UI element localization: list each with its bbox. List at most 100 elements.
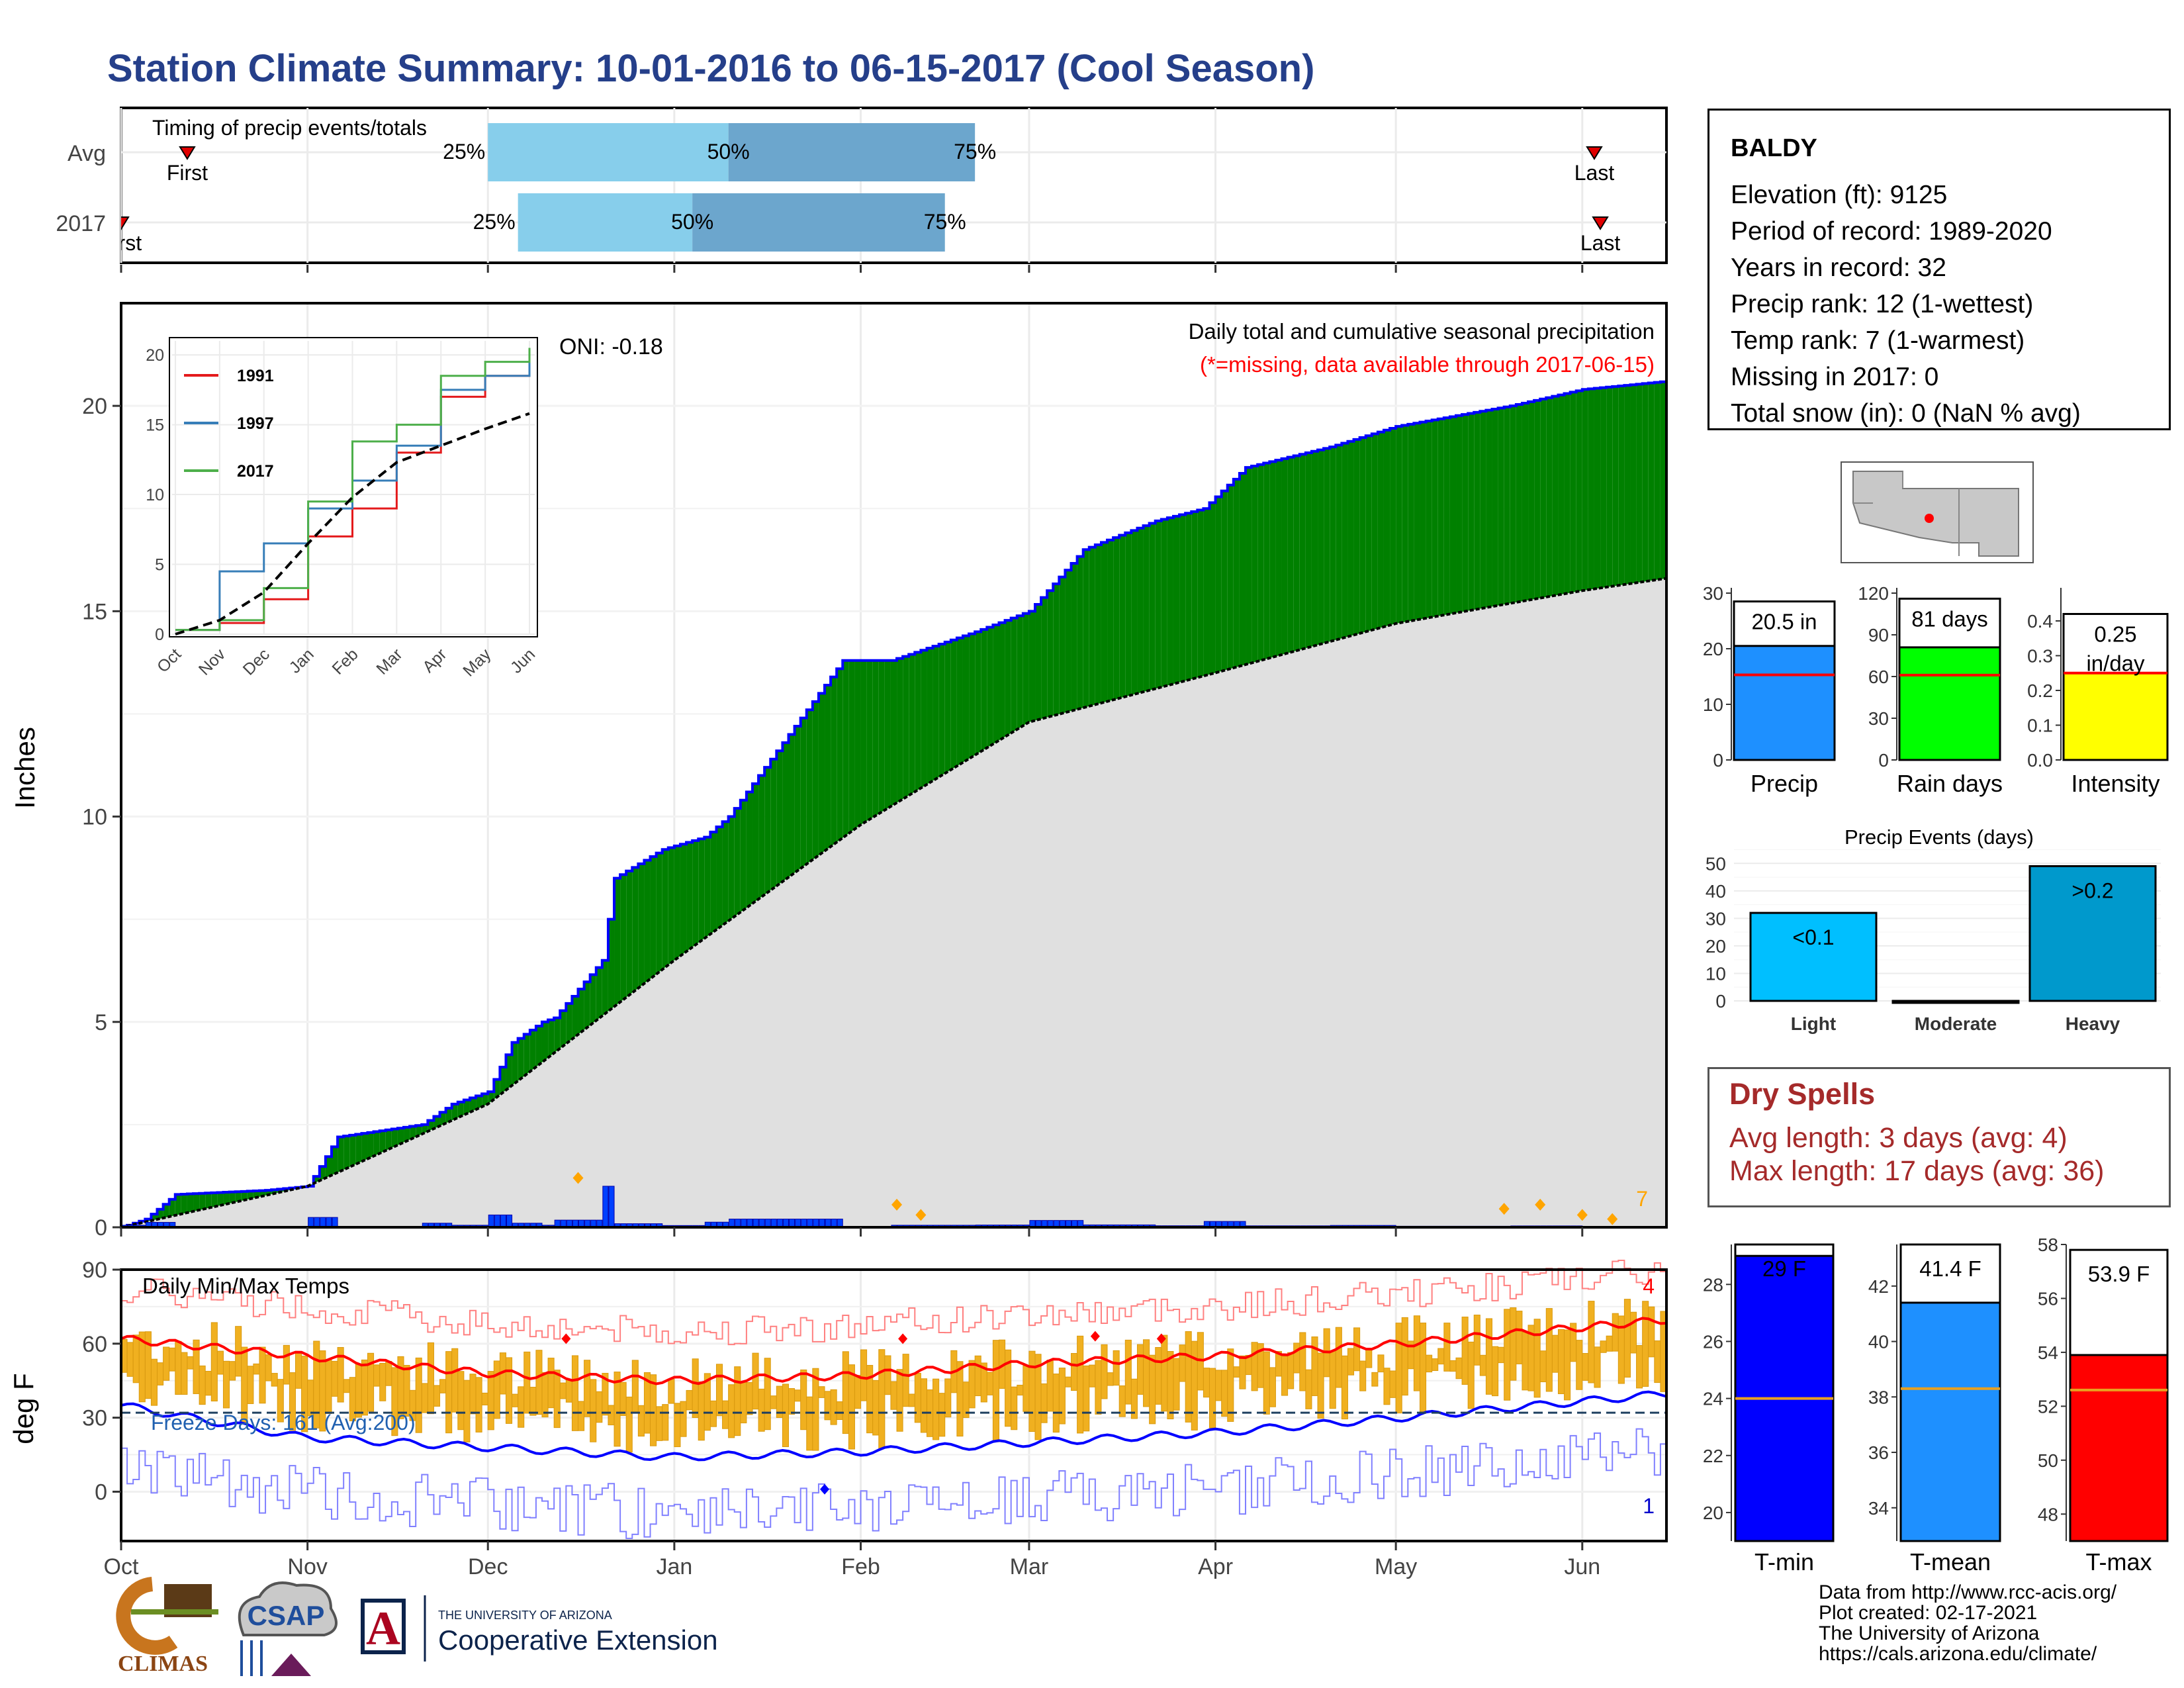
- tmean-y-tick: 40: [1868, 1332, 1889, 1352]
- freeze-days-label: Freeze Days: 161 (Avg:200): [151, 1411, 416, 1434]
- precip-departure-slice: [1540, 399, 1547, 598]
- tmin-y-tick: 26: [1703, 1331, 1723, 1352]
- temp-daily-range: [1492, 1346, 1499, 1397]
- temp-daily-range: [578, 1401, 585, 1431]
- precip-departure-slice: [1017, 616, 1023, 729]
- precip-departure-slice: [854, 660, 861, 829]
- precip-departure-slice: [535, 1025, 542, 1067]
- month-tick: Oct: [104, 1554, 139, 1579]
- temp-daily-range: [637, 1405, 645, 1437]
- temp-daily-range: [469, 1374, 477, 1415]
- temp-summary-bars: 20 22 24 26 28 29 F T-min 34 36 38 40 42 41.4 F T-mea…: [1703, 1235, 2169, 1575]
- temp-daily-range: [337, 1346, 344, 1403]
- precip-label: Precip: [1751, 770, 1818, 797]
- precip-departure-slice: [710, 831, 717, 935]
- temp-y-tick: 90: [82, 1258, 107, 1283]
- precip-departure-slice: [338, 1137, 344, 1173]
- inset-legend-label: 1991: [237, 367, 274, 385]
- temp-daily-range: [884, 1355, 891, 1395]
- events-bar-label: <0.1: [1792, 925, 1834, 949]
- precip-departure-slice: [831, 677, 837, 847]
- temp-daily-range: [1455, 1357, 1463, 1380]
- precip-departure-slice: [193, 1194, 200, 1211]
- precip-departure-slice: [938, 643, 945, 777]
- events-x-label: Light: [1791, 1013, 1836, 1034]
- precip-y-tick: 20: [1703, 639, 1723, 659]
- precip-departure-slice: [1071, 563, 1077, 712]
- precip-departure-slice: [404, 1127, 410, 1143]
- temp-daily-range: [463, 1380, 471, 1443]
- precip-departure-slice: [884, 660, 891, 810]
- temp-daily-range: [1600, 1340, 1607, 1353]
- station-period: Period of record: 1989-2020: [1731, 217, 2052, 246]
- precip-departure-slice: [596, 967, 602, 1021]
- precip-departure-slice: [614, 878, 621, 1007]
- precip-departure-slice: [422, 1124, 428, 1135]
- precip-departure-slice: [1053, 583, 1060, 716]
- month-tick: Dec: [468, 1554, 508, 1579]
- precip-extreme-marker: [572, 1172, 584, 1184]
- temp-daily-range: [746, 1382, 753, 1415]
- credit-url: https://cals.arizona.edu/climate/: [1819, 1643, 2097, 1665]
- raindays-y-tick: 90: [1868, 625, 1889, 645]
- temp-daily-range: [686, 1389, 693, 1411]
- precip-departure-slice: [445, 1108, 452, 1123]
- precip-departure-slice: [878, 660, 885, 814]
- temp-daily-range: [1522, 1331, 1529, 1391]
- tmax-label: T-max: [2085, 1548, 2152, 1575]
- precip-departure-slice: [1347, 441, 1354, 637]
- tmean-y-tick: 36: [1868, 1442, 1889, 1463]
- precip-departure-slice: [1215, 496, 1222, 673]
- precip-departure-slice: [373, 1131, 380, 1156]
- temp-daily-range: [1071, 1353, 1078, 1391]
- temp-daily-range: [619, 1382, 627, 1417]
- timing-bar-q50-q75: [728, 123, 976, 181]
- temp-daily-range: [1654, 1340, 1661, 1383]
- inset-y-tick: 20: [146, 346, 164, 365]
- temp-daily-range: [1473, 1315, 1480, 1366]
- temp-daily-range: [343, 1379, 350, 1393]
- precip-departure-slice: [451, 1103, 458, 1121]
- tmax-y-tick: 50: [2038, 1450, 2058, 1471]
- precip-departure-slice: [746, 792, 752, 908]
- precip-daily-bar: [506, 1214, 513, 1228]
- intensity-y-tick: 0.1: [2027, 716, 2053, 736]
- precip-departure-slice: [385, 1129, 392, 1151]
- temp-daily-range: [373, 1364, 381, 1387]
- intensity-y-tick: 0.2: [2027, 680, 2053, 701]
- temp-daily-range: [650, 1374, 657, 1446]
- intensity-value-label: 0.25: [2094, 622, 2136, 647]
- month-axis: Oct Nov Dec Jan Feb Mar Apr May Jun: [104, 1554, 1601, 1579]
- temp-daily-range: [1479, 1354, 1486, 1376]
- temp-daily-range: [1461, 1317, 1469, 1385]
- precip-y-tick: 0: [1713, 750, 1723, 771]
- dry-spells-max: Max length: 17 days (avg: 36): [1729, 1155, 2105, 1187]
- precip-extreme-marker: [1498, 1203, 1510, 1215]
- intensity-y-tick: 0.0: [2027, 750, 2053, 771]
- tmean-bar: [1899, 1301, 2001, 1542]
- temp-daily-range: [698, 1381, 705, 1441]
- timing-row-2017: 2017: [56, 211, 106, 236]
- precip-departure-slice: [361, 1133, 368, 1162]
- precip-departure-slice: [1390, 428, 1396, 626]
- precip-departure-slice: [1371, 434, 1378, 630]
- temp-daily-range: [1377, 1354, 1385, 1373]
- temp-daily-range: [216, 1350, 224, 1375]
- precip-departure-slice: [1443, 418, 1450, 616]
- temp-daily-range: [818, 1386, 825, 1398]
- precip-extreme-marker: [891, 1198, 903, 1211]
- raindays-y-tick: 30: [1868, 708, 1889, 729]
- inset-y-tick: 5: [155, 556, 164, 575]
- temp-daily-range: [800, 1369, 807, 1430]
- temp-daily-range: [163, 1346, 170, 1381]
- precip-departure-slice: [608, 919, 615, 1011]
- timing-bar-q50-q75: [692, 193, 945, 252]
- temp-daily-range: [175, 1340, 182, 1395]
- temp-daily-range: [1467, 1341, 1475, 1409]
- precip-departure-slice: [1143, 526, 1150, 692]
- precip-departure-slice: [1353, 439, 1360, 635]
- temp-daily-range: [1426, 1354, 1433, 1373]
- precip-daily-bar: [314, 1217, 320, 1228]
- precip-departure-slice: [1161, 519, 1167, 688]
